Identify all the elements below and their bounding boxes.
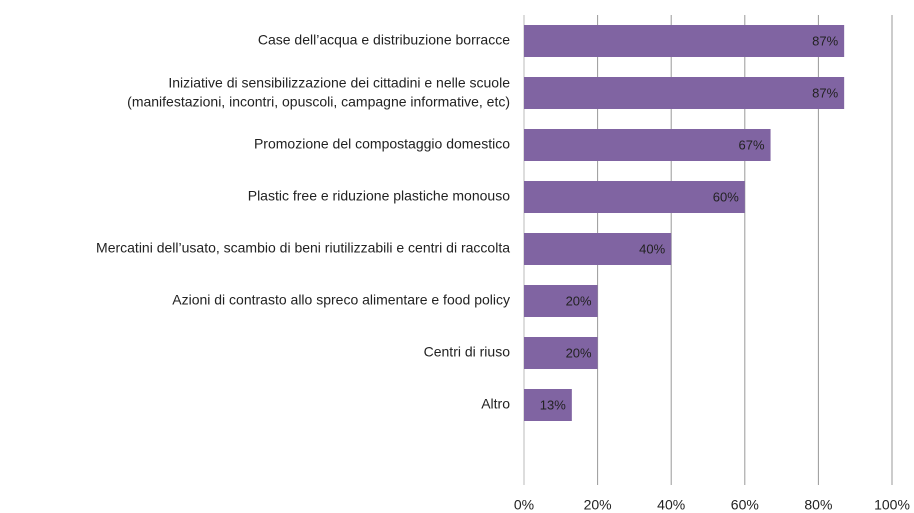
x-tick-label: 20% bbox=[584, 497, 612, 513]
x-tick-label: 0% bbox=[514, 497, 534, 513]
value-label: 87% bbox=[812, 33, 838, 48]
value-label: 13% bbox=[540, 397, 566, 412]
y-tick-label: Azioni di contrasto allo spreco alimenta… bbox=[172, 292, 510, 308]
value-label: 60% bbox=[713, 189, 739, 204]
x-tick-label: 40% bbox=[657, 497, 685, 513]
bar bbox=[524, 181, 745, 213]
value-label: 20% bbox=[566, 293, 592, 308]
y-tick-label: Mercatini dell’usato, scambio di beni ri… bbox=[96, 240, 510, 256]
bar bbox=[524, 285, 598, 317]
bar bbox=[524, 77, 845, 109]
bar bbox=[524, 129, 771, 161]
value-label: 40% bbox=[639, 241, 665, 256]
value-label: 20% bbox=[566, 345, 592, 360]
bar bbox=[524, 233, 672, 265]
y-tick-label: Altro bbox=[481, 396, 510, 412]
y-tick-label: Centri di riuso bbox=[424, 344, 511, 360]
x-tick-label: 100% bbox=[874, 497, 910, 513]
y-tick-label: Promozione del compostaggio domestico bbox=[254, 136, 510, 152]
bar bbox=[524, 337, 598, 369]
y-tick-label: Case dell’acqua e distribuzione borracce bbox=[258, 32, 510, 48]
y-tick-label: Iniziative di sensibilizzazione dei citt… bbox=[127, 74, 510, 109]
value-label: 67% bbox=[739, 137, 765, 152]
x-tick-label: 80% bbox=[804, 497, 832, 513]
x-tick-label: 60% bbox=[731, 497, 759, 513]
bar bbox=[524, 25, 845, 57]
y-tick-label: Plastic free e riduzione plastiche monou… bbox=[248, 188, 510, 204]
bar bbox=[524, 389, 572, 421]
value-label: 87% bbox=[812, 85, 838, 100]
